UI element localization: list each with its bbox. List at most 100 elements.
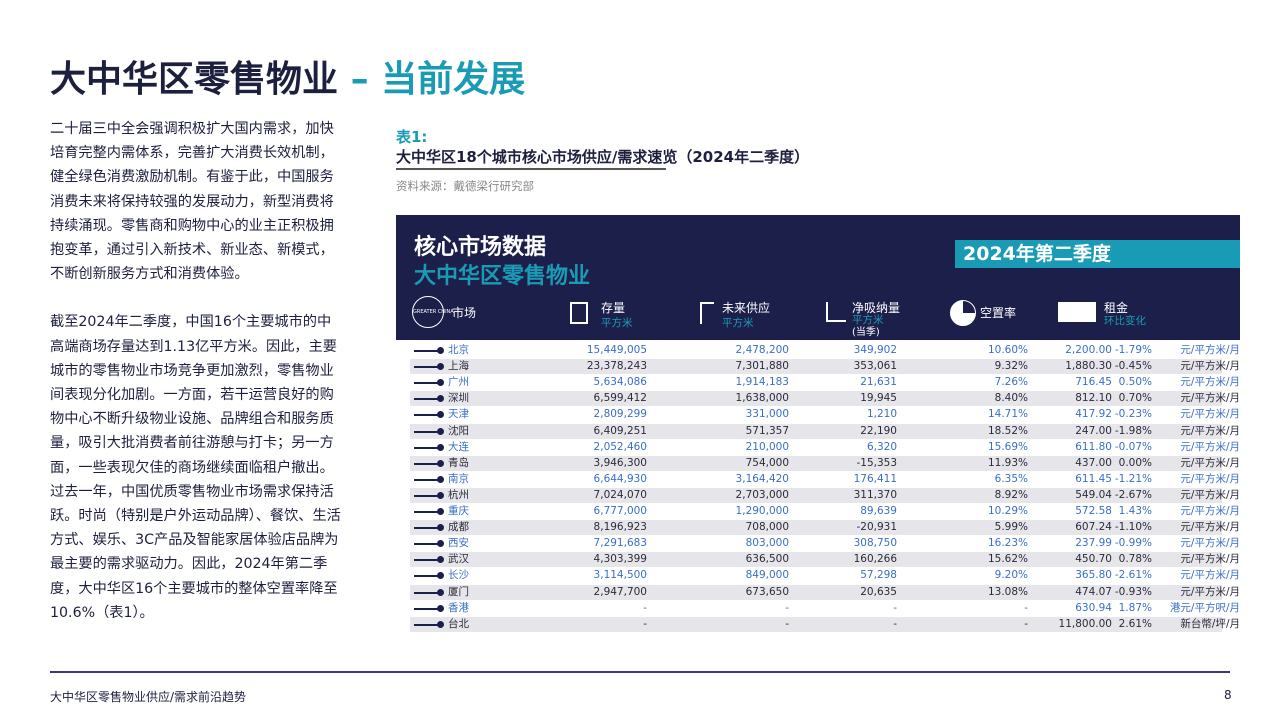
cell: -0.45% — [1114, 360, 1152, 373]
icon — [570, 302, 588, 324]
column-note: (当季) — [852, 327, 880, 338]
cell: 元/平方米/月 — [1180, 424, 1240, 437]
row-arrow — [414, 527, 440, 530]
body-text: 二十届三中全会强调积极扩大国内需求，加快培育完整内需体系，完善扩大消费长效机制，… — [50, 117, 342, 649]
column-header: 存量 — [601, 301, 626, 315]
cell: 2,703,000 — [735, 488, 789, 501]
cell: 630.94 — [1075, 601, 1112, 614]
cell: 10.29% — [987, 505, 1028, 517]
cell: 0.50% — [1118, 376, 1152, 389]
city: 香港 — [448, 601, 469, 614]
table-row — [410, 536, 1222, 552]
cell: 210,000 — [745, 440, 789, 453]
table-row — [410, 391, 1222, 407]
cell: 3,114,500 — [593, 569, 647, 582]
table-row — [410, 584, 1222, 600]
cell: 11.93% — [987, 456, 1028, 469]
cell: 365.80 — [1075, 569, 1112, 582]
page-number: 8 — [1224, 688, 1232, 702]
cell: - — [893, 617, 897, 630]
footer-rule — [50, 671, 1230, 673]
cell: - — [893, 601, 897, 614]
column-unit: 平方米 — [852, 314, 884, 326]
cell: - — [1024, 601, 1028, 614]
table-row — [410, 375, 1222, 391]
row-arrow — [414, 382, 440, 385]
cell: 57,298 — [860, 569, 897, 582]
cell: 572.58 — [1075, 505, 1112, 517]
row-arrow-head — [437, 395, 444, 403]
row-arrow-head — [437, 443, 444, 451]
cell: 20,635 — [860, 585, 897, 598]
cell: 160,266 — [853, 553, 897, 566]
column-header: 空置率 — [980, 306, 1017, 320]
cell: 176,411 — [853, 472, 897, 485]
cell: 16.23% — [987, 537, 1028, 550]
cell: 8.40% — [994, 392, 1028, 405]
cell: 437.00 — [1075, 456, 1112, 469]
cell: 1,290,000 — [735, 505, 789, 517]
cell: 331,000 — [745, 408, 789, 421]
cell: 708,000 — [745, 521, 789, 534]
row-arrow — [414, 591, 440, 594]
cell: 754,000 — [745, 456, 789, 469]
cell: 353,061 — [853, 360, 897, 373]
row-arrow-head — [437, 475, 444, 483]
row-arrow — [414, 607, 440, 610]
row-arrow — [414, 511, 440, 513]
row-arrow-head — [437, 347, 444, 354]
cell: - — [785, 601, 789, 614]
cell: 元/平方米/月 — [1180, 569, 1240, 582]
page-title: 大中华区零售物业 – 当前发展 — [50, 50, 525, 102]
cell: 2,478,200 — [735, 344, 789, 356]
title-accent: – 当前发展 — [350, 59, 526, 100]
table-caption: 大中华区18个城市核心市场供应/需求速览（2024年二季度） — [396, 148, 810, 166]
cell: 元/平方米/月 — [1180, 376, 1240, 389]
row-arrow — [414, 494, 440, 497]
cell: 元/平方米/月 — [1180, 408, 1240, 421]
cell: 0.70% — [1118, 392, 1152, 405]
row-arrow-head — [437, 379, 444, 387]
cell: 元/平方米/月 — [1180, 505, 1240, 517]
row-arrow-head — [437, 427, 444, 435]
cell: -0.99% — [1114, 537, 1152, 550]
cell: 2.61% — [1118, 617, 1152, 630]
row-arrow — [414, 414, 440, 417]
cell: 港元/平方呎/月 — [1169, 601, 1240, 614]
cell: 450.70 — [1075, 553, 1112, 566]
cell: 6,644,930 — [593, 472, 647, 485]
cell: 2,200.00 — [1065, 344, 1112, 356]
cell: 元/平方米/月 — [1180, 585, 1240, 598]
column-note: 环比变化 — [1104, 315, 1146, 327]
cell: 1,638,000 — [735, 392, 789, 405]
city: 上海 — [448, 360, 469, 373]
row-arrow — [414, 623, 440, 626]
cell: 10.60% — [987, 344, 1028, 356]
row-arrow — [414, 366, 440, 369]
table-row — [410, 552, 1222, 568]
table-row — [410, 600, 1222, 616]
column-header: 净吸纳量 — [852, 301, 901, 315]
cell: 636,500 — [745, 553, 789, 566]
row-arrow — [414, 559, 440, 562]
cell: 2,052,460 — [593, 440, 647, 453]
cell: 308,750 — [853, 537, 897, 550]
icon — [700, 302, 714, 324]
row-arrow — [414, 430, 440, 433]
cell: - — [785, 617, 789, 630]
logo: GREATER CHINA — [412, 296, 454, 328]
cell: 0.00% — [1118, 456, 1152, 469]
cell: 311,370 — [853, 488, 897, 501]
table-row — [410, 487, 1222, 503]
column-header: 未来供应 — [722, 301, 771, 315]
cell: 3,164,420 — [735, 472, 789, 485]
cell: 元/平方米/月 — [1180, 488, 1240, 501]
row-arrow — [414, 462, 440, 465]
paragraph: 二十届三中全会强调积极扩大国内需求，加快培育完整内需体系，完善扩大消费长效机制，… — [50, 121, 334, 283]
city: 成都 — [448, 521, 469, 534]
column-unit: 平方米 — [722, 317, 754, 329]
cell: -2.67% — [1114, 488, 1152, 501]
city: 厦门 — [448, 585, 469, 598]
city: 杭州 — [448, 488, 469, 501]
